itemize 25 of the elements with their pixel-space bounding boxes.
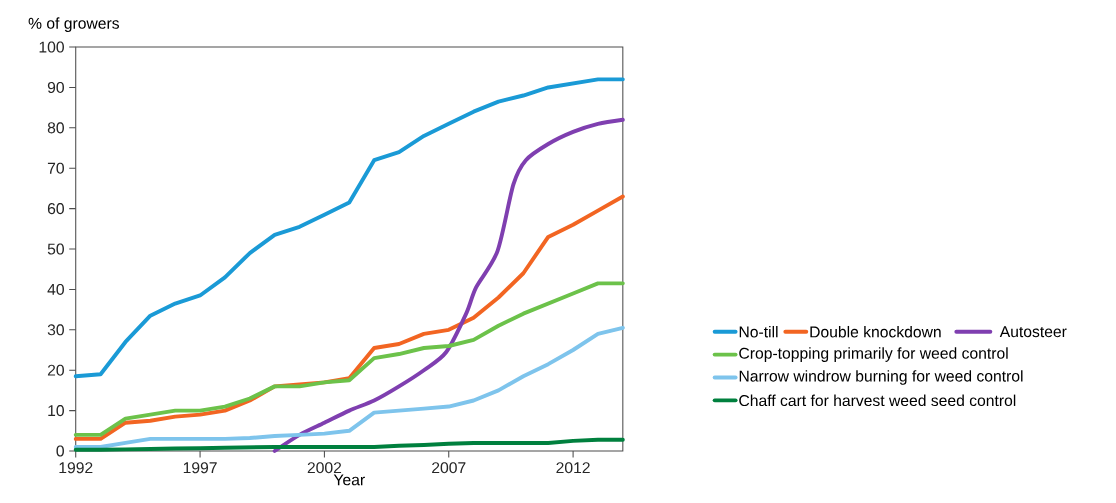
x-axis-title: Year — [333, 474, 365, 486]
y-tick-label: 90 — [47, 81, 64, 94]
y-axis-title: % of growers — [28, 17, 120, 32]
y-tick-label: 50 — [47, 243, 64, 255]
line-series — [272, 117, 625, 453]
x-tick-label: 2007 — [432, 462, 466, 474]
legend-label: No-till — [739, 325, 778, 338]
legend-label: Double knockdown — [810, 325, 941, 338]
y-tick-label: 80 — [47, 122, 64, 134]
legend-label: Autosteer — [999, 326, 1067, 338]
x-tick-label: 1997 — [183, 462, 217, 474]
legend-label: Narrow windrow burning for weed control — [739, 370, 1023, 385]
y-tick-label: 30 — [47, 324, 64, 336]
y-tick-label: 40 — [47, 283, 64, 295]
y-tick-label: 10 — [48, 405, 64, 417]
legend-label: Chaff cart for harvest weed seed control — [739, 394, 1016, 407]
y-tick-label: 100 — [39, 41, 64, 53]
y-tick-label: 70 — [47, 162, 64, 174]
x-tick-label: 1992 — [59, 462, 93, 474]
y-tick-label: 20 — [47, 364, 64, 376]
x-tick-label: 2002 — [307, 462, 342, 474]
y-tick-label: 60 — [47, 203, 64, 215]
legend-label: Crop-topping primarily for weed control — [739, 347, 1008, 362]
y-tick-label: 0 — [56, 445, 64, 457]
x-tick-label: 2012 — [556, 462, 590, 474]
